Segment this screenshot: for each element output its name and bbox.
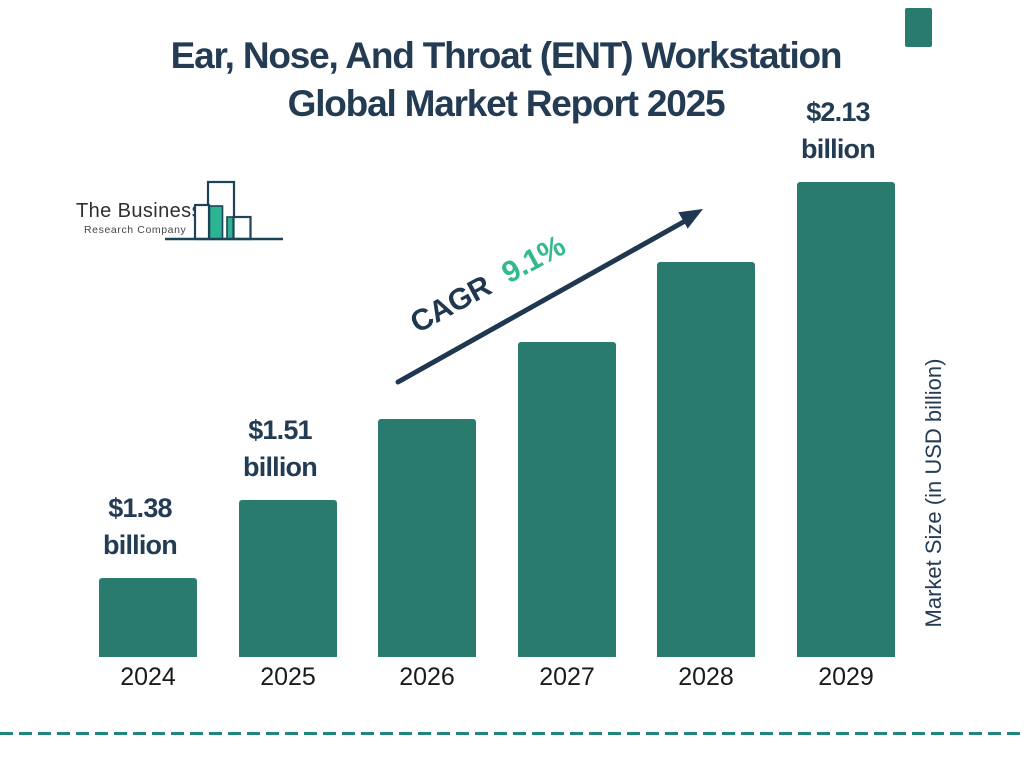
x-axis-label-2025: 2025 — [260, 663, 316, 691]
logo-company-subtitle: Research Company — [84, 224, 187, 236]
x-axis-label-2029: 2029 — [818, 663, 874, 691]
page-title-line2: Global Market Report 2025 — [287, 83, 726, 124]
bar-value-label-line: $1.38 — [108, 493, 172, 523]
bar-value-label-line: billion — [801, 134, 876, 164]
page-title-line1: Ear, Nose, And Throat (ENT) Workstation — [170, 35, 843, 76]
bottom-dashed-divider — [0, 732, 1024, 735]
company-logo: The Business Research Company — [70, 176, 290, 246]
x-axis-label-2026: 2026 — [399, 663, 455, 691]
bar-2026 — [378, 419, 476, 657]
bar-chart-logo-icon — [165, 180, 283, 241]
x-axis-label-2024: 2024 — [120, 663, 176, 691]
logo-company-name: The Business — [76, 200, 202, 222]
bar-value-label-line: billion — [103, 530, 178, 560]
bar-value-label-line: billion — [243, 452, 318, 482]
bar-value-label-2024: $1.38 billion — [55, 490, 225, 564]
bar-2028 — [657, 262, 755, 657]
bar-2029 — [797, 182, 895, 657]
bar-value-label-2025: $1.51 billion — [195, 412, 365, 486]
x-axis-label-2028: 2028 — [678, 663, 734, 691]
bar-2024 — [99, 578, 197, 657]
y-axis-label: Market Size (in USD billion) — [921, 358, 946, 628]
bar-2025 — [239, 500, 337, 657]
corner-bar-decoration — [905, 8, 932, 47]
bar-2027 — [518, 342, 616, 657]
x-axis-label-2027: 2027 — [539, 663, 595, 691]
bar-value-label-line: $2.13 — [806, 97, 870, 127]
bar-value-label-line: $1.51 — [248, 415, 312, 445]
bar-value-label-2029: $2.13 billion — [753, 94, 923, 168]
page-title: Ear, Nose, And Throat (ENT) Workstation … — [0, 32, 1012, 128]
